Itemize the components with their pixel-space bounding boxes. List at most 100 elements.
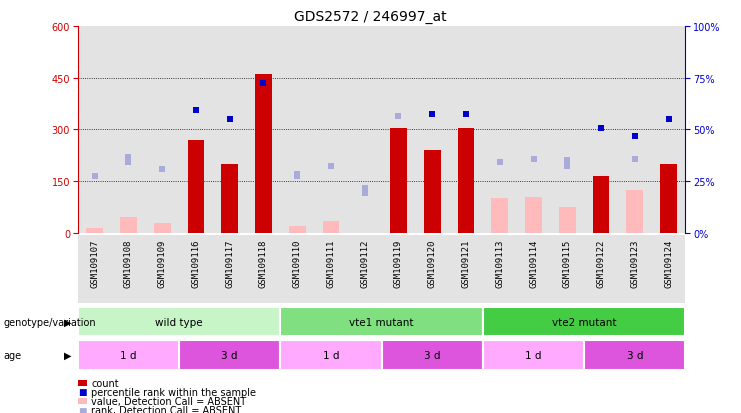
Bar (651, 27, 685, 233)
Text: 1 d: 1 d (323, 350, 339, 360)
Bar (145, 27, 179, 233)
Text: wild type: wild type (156, 317, 203, 327)
Bar (145, 235, 179, 304)
Text: value, Detection Call = ABSENT: value, Detection Call = ABSENT (91, 396, 246, 406)
Text: GSM109120: GSM109120 (428, 239, 436, 287)
Bar (247, 235, 280, 304)
Bar (86, 228, 103, 233)
Text: GSM109122: GSM109122 (597, 239, 605, 287)
Bar (584, 340, 685, 370)
Text: ▶: ▶ (64, 350, 72, 360)
Bar (382, 235, 416, 304)
Text: GSM109113: GSM109113 (495, 239, 505, 287)
Text: age: age (4, 350, 21, 360)
Bar (483, 340, 584, 370)
Text: GSM109124: GSM109124 (664, 239, 673, 287)
Text: GSM109108: GSM109108 (124, 239, 133, 287)
Text: GSM109107: GSM109107 (90, 239, 99, 287)
Text: ■: ■ (79, 406, 87, 413)
Bar (483, 235, 516, 304)
Bar (78, 307, 280, 337)
Text: 1 d: 1 d (120, 350, 136, 360)
Bar (416, 235, 449, 304)
Text: vte1 mutant: vte1 mutant (349, 317, 414, 327)
Bar (120, 218, 137, 233)
Bar (255, 75, 272, 233)
Text: GSM109121: GSM109121 (462, 239, 471, 287)
Bar (491, 199, 508, 233)
Bar (78, 27, 112, 233)
Bar (179, 340, 280, 370)
Text: 3 d: 3 d (222, 350, 238, 360)
Text: GSM109119: GSM109119 (394, 239, 403, 287)
Text: GSM109111: GSM109111 (327, 239, 336, 287)
Text: genotype/variation: genotype/variation (4, 317, 96, 327)
Bar (525, 197, 542, 233)
Bar (280, 235, 314, 304)
Text: 3 d: 3 d (424, 350, 440, 360)
Bar (314, 27, 348, 233)
Bar (584, 235, 618, 304)
Text: ■: ■ (79, 387, 87, 396)
Text: 1 d: 1 d (525, 350, 542, 360)
Bar (348, 235, 382, 304)
Text: vte2 mutant: vte2 mutant (552, 317, 617, 327)
Bar (651, 235, 685, 304)
Text: GSM109114: GSM109114 (529, 239, 538, 287)
Bar (626, 190, 643, 233)
Text: percentile rank within the sample: percentile rank within the sample (91, 387, 256, 397)
Bar (551, 235, 584, 304)
Text: GSM109115: GSM109115 (562, 239, 572, 287)
Bar (593, 177, 610, 233)
Bar (179, 27, 213, 233)
Text: rank, Detection Call = ABSENT: rank, Detection Call = ABSENT (91, 405, 242, 413)
Bar (179, 235, 213, 304)
Bar (187, 140, 205, 233)
Text: GSM109117: GSM109117 (225, 239, 234, 287)
Bar (559, 207, 576, 233)
Bar (289, 226, 306, 233)
Bar (280, 340, 382, 370)
Text: GSM109118: GSM109118 (259, 239, 268, 287)
Bar (449, 235, 483, 304)
Bar (348, 27, 382, 233)
Bar (280, 307, 483, 337)
Bar (280, 27, 314, 233)
Bar (390, 128, 407, 233)
Bar (322, 221, 339, 233)
Bar (516, 235, 551, 304)
Bar (154, 223, 170, 233)
Text: GSM109110: GSM109110 (293, 239, 302, 287)
Bar (78, 340, 179, 370)
Bar (213, 235, 247, 304)
Text: GSM109123: GSM109123 (631, 239, 639, 287)
Bar (222, 164, 238, 233)
Bar (584, 27, 618, 233)
Text: GDS2572 / 246997_at: GDS2572 / 246997_at (294, 10, 447, 24)
Bar (416, 27, 449, 233)
Text: GSM109109: GSM109109 (158, 239, 167, 287)
Bar (424, 151, 441, 233)
Bar (247, 27, 280, 233)
Text: count: count (91, 378, 119, 388)
Bar (112, 235, 145, 304)
Text: 3 d: 3 d (627, 350, 643, 360)
Bar (618, 27, 651, 233)
Text: GSM109112: GSM109112 (360, 239, 369, 287)
Bar (483, 307, 685, 337)
Text: ▶: ▶ (64, 317, 72, 327)
Bar (78, 235, 112, 304)
Bar (449, 27, 483, 233)
Bar (314, 235, 348, 304)
Bar (382, 27, 416, 233)
Bar (618, 235, 651, 304)
Bar (660, 164, 677, 233)
Bar (213, 27, 247, 233)
Text: GSM109116: GSM109116 (191, 239, 201, 287)
Bar (112, 27, 145, 233)
Bar (458, 128, 474, 233)
Bar (483, 27, 516, 233)
Bar (382, 340, 483, 370)
Bar (516, 27, 551, 233)
Bar (551, 27, 584, 233)
